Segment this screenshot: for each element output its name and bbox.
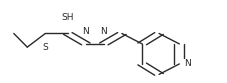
Text: SH: SH [61, 13, 74, 22]
Text: N: N [183, 59, 190, 68]
Text: S: S [42, 43, 48, 52]
Text: N: N [82, 27, 89, 36]
Text: N: N [100, 27, 107, 36]
